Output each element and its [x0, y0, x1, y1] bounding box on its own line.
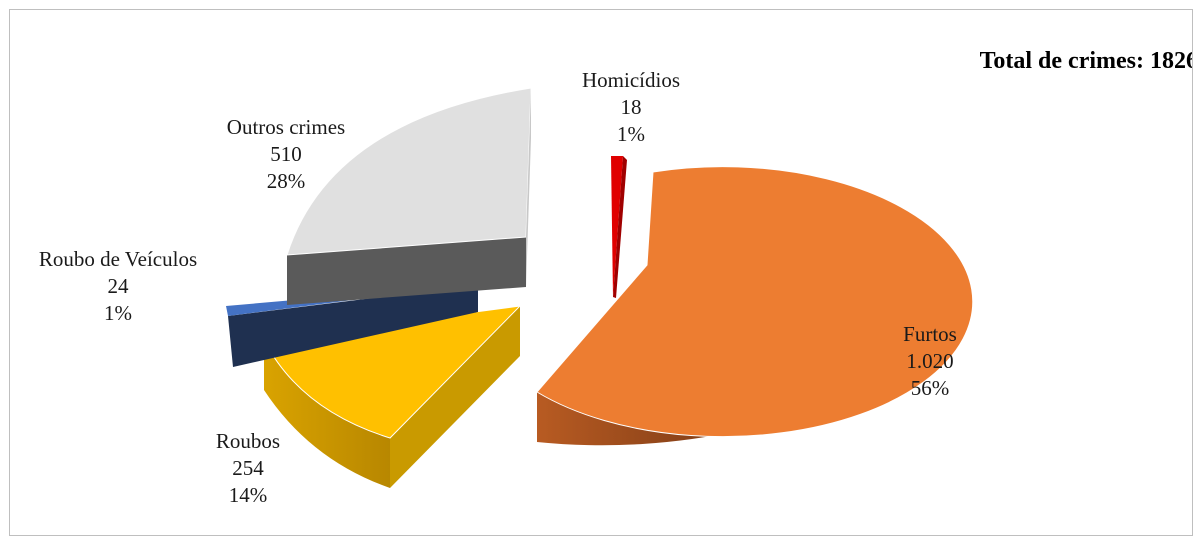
label-outros-percent: 28%: [267, 169, 306, 193]
label-outros-name: Outros crimes: [227, 115, 345, 139]
label-outros-value: 510: [270, 142, 302, 166]
slice-furtos-top: [537, 167, 973, 437]
label-roubos-name: Roubos: [216, 429, 280, 453]
slice-outros-top: [287, 88, 531, 255]
label-furtos-value: 1.020: [906, 349, 953, 373]
label-furtos-percent: 56%: [911, 376, 950, 400]
chart-title: Total de crimes: 1826: [980, 48, 1193, 74]
label-roubo-veiculos-percent: 1%: [104, 301, 132, 325]
label-roubo-veiculos-value: 24: [108, 274, 130, 298]
label-homicidios-value: 18: [621, 95, 642, 119]
label-roubo-veiculos-name: Roubo de Veículos: [39, 247, 197, 271]
label-homicidios-name: Homicídios: [582, 68, 680, 92]
slice-furtos: [537, 167, 973, 446]
slice-homicidios: [611, 156, 627, 298]
chart-frame: Total de crimes: 1826 Homicídios 18 1% O…: [9, 9, 1193, 536]
label-roubos-percent: 14%: [229, 483, 268, 507]
label-roubos-value: 254: [232, 456, 264, 480]
label-homicidios-percent: 1%: [617, 122, 645, 146]
label-furtos-name: Furtos: [903, 322, 957, 346]
pie-chart: Total de crimes: 1826 Homicídios 18 1% O…: [10, 10, 1193, 536]
